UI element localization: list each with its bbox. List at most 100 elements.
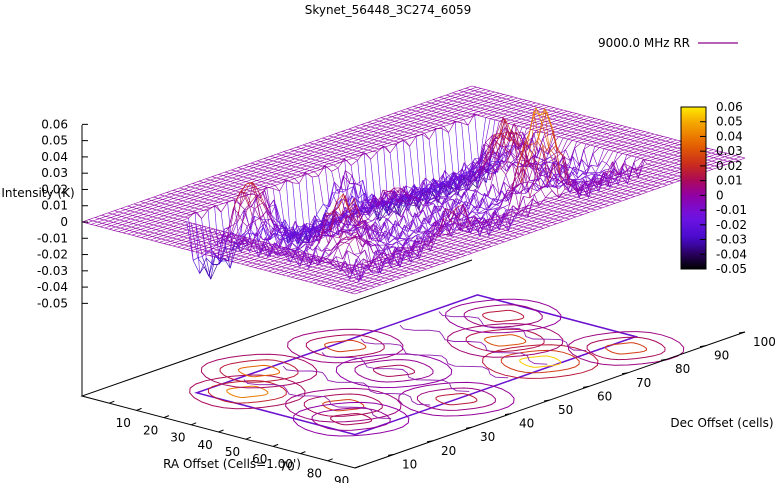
mesh-segment (155, 218, 163, 222)
chart-title: Skynet_56448_3C274_6059 (305, 3, 472, 17)
mesh-segment (247, 177, 253, 180)
mesh-segment (337, 158, 345, 169)
mesh-segment (415, 235, 421, 245)
mesh-segment (297, 152, 304, 156)
mesh-segment (568, 202, 573, 205)
mesh-segment (224, 189, 231, 193)
mesh-segment (198, 208, 204, 211)
mesh-segment (319, 158, 327, 162)
mesh-segment (611, 134, 617, 137)
mesh-segment (385, 118, 391, 121)
mesh-segment (146, 218, 151, 221)
mesh-segment (340, 134, 345, 137)
mesh-segment (182, 198, 190, 202)
mesh-segment (224, 169, 232, 173)
mesh-segment (193, 189, 200, 192)
mesh-segment (184, 242, 191, 246)
mesh-segment (519, 100, 527, 103)
mesh-segment (276, 151, 284, 155)
mesh-segment (328, 161, 336, 164)
mesh-segment (176, 202, 181, 205)
mesh-segment (545, 224, 551, 227)
mesh-segment (274, 174, 282, 178)
mesh-segment (326, 215, 334, 232)
mesh-segment (542, 128, 547, 130)
mesh-segment (400, 136, 408, 140)
mesh-segment (629, 131, 634, 133)
mesh-segment (220, 237, 228, 244)
mesh-segment (206, 186, 211, 189)
mesh-segment (184, 244, 189, 247)
mesh-segment (596, 134, 601, 137)
mesh-segment (363, 288, 369, 290)
mesh-segment (338, 285, 344, 288)
mesh-segment (331, 167, 339, 172)
mesh-segment (717, 150, 723, 153)
legend-label: 9000.0 MHz RR (598, 36, 690, 50)
mesh-segment (232, 175, 239, 179)
mesh-segment (386, 132, 394, 136)
mesh-segment (252, 176, 259, 180)
mesh-segment (346, 132, 352, 134)
mesh-segment (177, 191, 183, 193)
mesh-segment (206, 192, 214, 196)
mesh-segment (103, 217, 111, 221)
mesh-segment (411, 248, 417, 251)
mesh-segment (286, 275, 292, 278)
mesh-segment (486, 97, 491, 100)
mesh-segment (541, 203, 547, 206)
mesh-segment (494, 109, 501, 112)
mesh-segment (525, 117, 533, 121)
mesh-segment (440, 252, 446, 255)
mesh-segment (354, 154, 360, 157)
mesh-segment (555, 215, 561, 218)
mesh-segment (190, 186, 196, 189)
mesh-segment (521, 210, 527, 213)
mesh-segment (204, 226, 212, 250)
mesh-segment (224, 197, 232, 201)
mesh-segment (254, 259, 259, 261)
mesh-segment (516, 228, 522, 231)
mesh-segment (308, 273, 314, 276)
mesh-segment (463, 119, 469, 126)
mesh-segment (202, 199, 210, 203)
mesh-segment (195, 196, 201, 198)
mesh-segment (534, 114, 540, 116)
contour-ring (463, 304, 543, 328)
mesh-segment (379, 260, 384, 262)
mesh-segment (726, 152, 732, 155)
mesh-segment (614, 147, 620, 150)
mesh-segment (621, 145, 627, 147)
mesh-segment (404, 137, 412, 141)
mesh-segment (289, 166, 297, 170)
mesh-segment (208, 239, 213, 241)
mesh-segment (175, 192, 183, 196)
mesh-segment (294, 176, 302, 179)
mesh-segment (176, 230, 181, 233)
mesh-segment (168, 222, 176, 226)
mesh-segment (188, 187, 196, 191)
contour-band (282, 365, 431, 406)
mesh-segment (190, 240, 198, 243)
mesh-segment (313, 171, 319, 177)
mesh-segment (373, 139, 379, 142)
mesh-segment (158, 231, 166, 235)
mesh-segment (638, 189, 644, 192)
mesh-segment (130, 210, 135, 213)
mesh-segment (205, 204, 213, 208)
mesh-segment (332, 156, 338, 159)
mesh-segment (630, 147, 636, 150)
mesh-segment (273, 158, 280, 162)
mesh-segment (346, 157, 354, 161)
mesh-segment (468, 90, 475, 94)
mesh-segment (642, 134, 648, 137)
mesh-segment (538, 107, 543, 109)
mesh-segment (283, 177, 291, 180)
mesh-segment (215, 253, 221, 255)
mesh-segment (635, 148, 640, 151)
mesh-segment (476, 86, 482, 89)
mesh-segment (366, 123, 373, 126)
mesh-segment (331, 138, 339, 141)
mesh-segment (127, 205, 133, 208)
mesh-segment (475, 237, 480, 240)
